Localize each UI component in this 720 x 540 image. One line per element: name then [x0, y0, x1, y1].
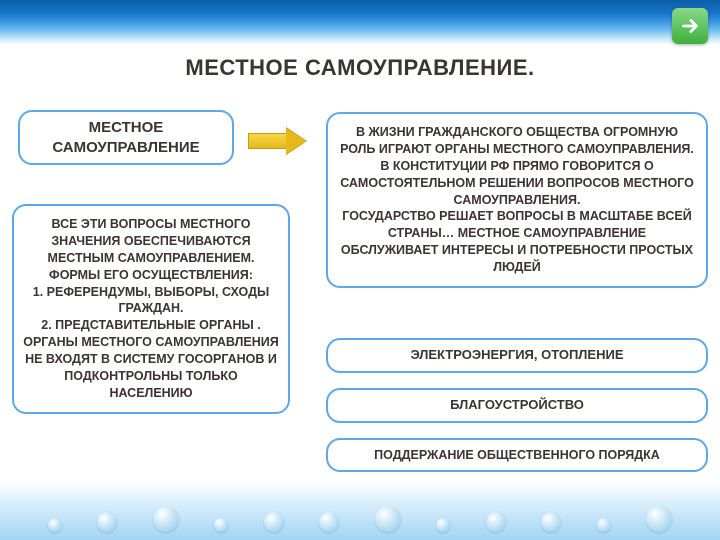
box-right-item-3-text: ПОДДЕРЖАНИЕ ОБЩЕСТВЕННОГО ПОРЯДКА	[374, 448, 660, 462]
box-right-item-1: ЭЛЕКТРОЭНЕРГИЯ, ОТОПЛЕНИЕ	[326, 338, 708, 373]
box-right-item-3: ПОДДЕРЖАНИЕ ОБЩЕСТВЕННОГО ПОРЯДКА	[326, 438, 708, 472]
next-button[interactable]	[672, 8, 708, 44]
box-right-item-2: БЛАГОУСТРОЙСТВО	[326, 388, 708, 423]
arrow-right-shape	[248, 128, 310, 154]
footer-bubbles	[0, 492, 720, 532]
header-gradient	[0, 0, 720, 45]
slide-title: МЕСТНОЕ САМОУПРАВЛЕНИЕ.	[0, 55, 720, 81]
box-left-heading: МЕСТНОЕ САМОУПРАВЛЕНИЕ	[18, 110, 234, 165]
arrow-right-icon	[679, 15, 701, 37]
box-left-main: ВСЕ ЭТИ ВОПРОСЫ МЕСТНОГО ЗНАЧЕНИЯ ОБЕСПЕ…	[12, 204, 290, 414]
box-right-description: В ЖИЗНИ ГРАЖДАНСКОГО ОБЩЕСТВА ОГРОМНУЮ Р…	[326, 112, 708, 288]
